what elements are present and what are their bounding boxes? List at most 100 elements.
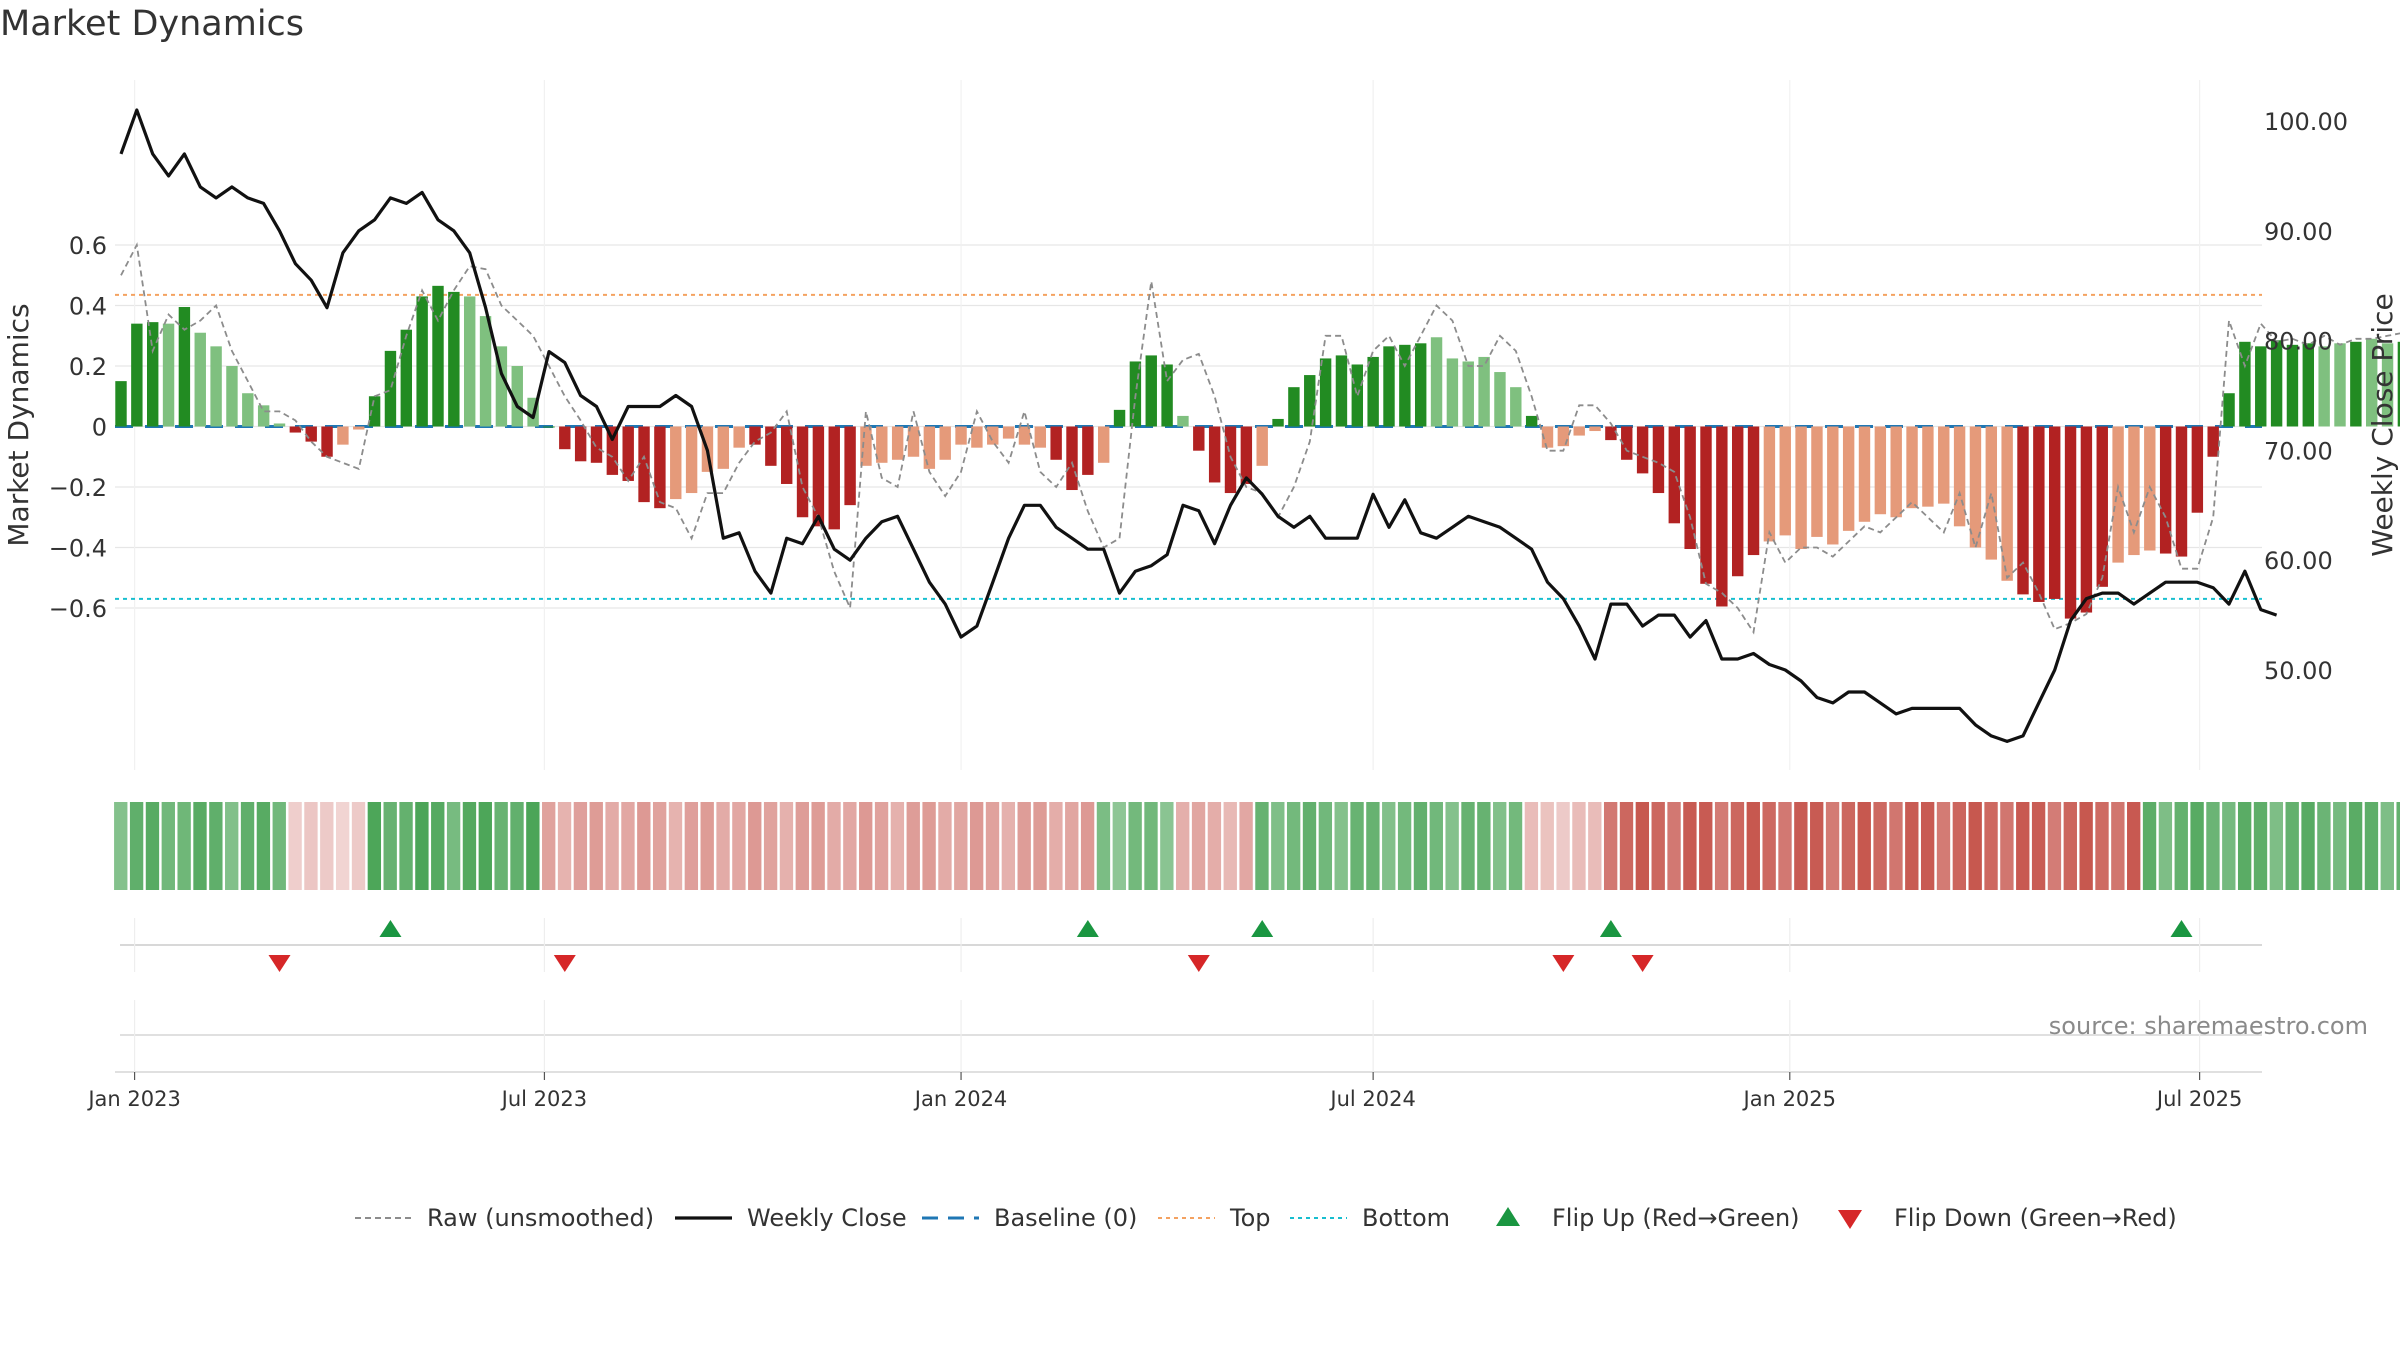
dynamics-bar: [1446, 358, 1459, 427]
dynamics-bar: [765, 426, 777, 466]
regime-cell: [969, 802, 984, 890]
regime-cell: [288, 802, 302, 890]
dynamics-bar: [1399, 344, 1411, 427]
regime-cell: [874, 802, 889, 890]
y-axis-label: Market Dynamics: [2, 303, 35, 546]
dynamics-bar: [654, 426, 666, 509]
dynamics-bar: [717, 426, 730, 469]
legend-item: Flip Down (Green→Red): [1838, 1204, 2177, 1232]
regime-cell: [2079, 802, 2093, 890]
regime-cell: [2222, 802, 2236, 890]
dynamics-bar: [289, 426, 302, 433]
regime-cell: [1603, 802, 1618, 890]
regime-cell: [1905, 802, 1919, 890]
dynamics-bar: [1034, 426, 1047, 448]
dynamics-bar: [780, 426, 793, 484]
regime-cell: [843, 802, 857, 890]
dynamics-bar: [162, 323, 175, 427]
regime-cell: [1477, 802, 1491, 890]
regime-cell: [1524, 802, 1539, 890]
regime-cell: [399, 802, 413, 890]
raw-unsmoothed-line: [120, 242, 2400, 635]
dynamics-bar: [2286, 344, 2299, 427]
dynamics-bar: [1161, 364, 1173, 427]
flip-up-marker: [379, 920, 402, 937]
dynamics-bar: [2064, 426, 2077, 619]
regime-cell: [557, 802, 572, 890]
dynamics-bar: [812, 426, 825, 527]
regime-cell: [1572, 802, 1586, 890]
regime-cell: [922, 802, 936, 890]
dynamics-bar: [495, 346, 508, 427]
regime-cell: [890, 802, 905, 890]
dynamics-bar: [1208, 426, 1221, 483]
dynamics-bar: [2175, 426, 2188, 557]
regime-cell: [240, 802, 255, 890]
dynamics-bar: [844, 426, 856, 506]
dynamics-bar: [210, 346, 222, 427]
regime-cell: [209, 802, 223, 890]
regime-cell: [1936, 802, 1951, 890]
regime-cell: [415, 802, 429, 890]
right-axis-ticks: 100.00 90.00 80.00 70.00 60.00 50.00: [2264, 108, 2348, 685]
dynamics-bar: [337, 426, 349, 445]
regime-cell: [811, 802, 825, 890]
regime-cell: [272, 802, 286, 890]
regime-cell: [1350, 802, 1364, 890]
regime-cell: [2206, 802, 2220, 890]
regime-cell: [763, 802, 778, 890]
flip-up-marker: [2170, 920, 2193, 937]
dynamics-bar: [448, 291, 460, 427]
regime-cell: [351, 802, 366, 890]
regime-cell: [621, 802, 635, 890]
x-tick-label: Jul 2023: [500, 1087, 587, 1111]
dynamics-bar: [368, 396, 381, 427]
dynamics-bar: [1795, 426, 1807, 550]
regime-cell: [1128, 802, 1142, 890]
y-tick-label: −0.6: [49, 595, 107, 623]
regime-cell: [1223, 802, 1237, 890]
legend-item: Bottom: [1290, 1204, 1450, 1232]
regime-cell: [1778, 802, 1792, 890]
dynamics-bar: [1906, 426, 1918, 509]
regime-cell: [1825, 802, 1840, 890]
dynamics-bar: [1082, 426, 1094, 475]
regime-cell: [1619, 802, 1634, 890]
legend-label: Baseline (0): [994, 1204, 1137, 1232]
legend-item: Top: [1158, 1204, 1271, 1232]
y-tick-label: −0.4: [49, 535, 107, 563]
regime-cell: [700, 802, 714, 890]
regime-cell: [526, 802, 540, 890]
dynamics-bar: [559, 426, 571, 450]
dynamics-bar: [2334, 343, 2346, 427]
regime-cell: [114, 802, 128, 890]
flip-down-marker: [553, 955, 576, 972]
dynamics-bar: [1494, 372, 1506, 427]
y-tick-label: 0: [92, 414, 107, 442]
x-tick-label: Jul 2025: [2155, 1087, 2242, 1111]
dynamics-bar: [1589, 426, 1601, 432]
dynamics-bar: [1113, 409, 1126, 427]
legend-label: Flip Up (Red→Green): [1552, 1204, 1800, 1232]
dynamics-bar: [479, 316, 492, 427]
regime-cell: [1540, 802, 1554, 890]
y-tick-label: 0.6: [69, 232, 107, 260]
dynamics-bar: [1621, 426, 1633, 460]
dynamics-bar: [907, 426, 920, 457]
legend-label: Flip Down (Green→Red): [1894, 1204, 2177, 1232]
regime-cell: [2047, 802, 2062, 890]
dynamics-bar: [353, 426, 365, 430]
regime-cell: [1968, 802, 1982, 890]
regime-cell: [1286, 802, 1301, 890]
regime-cell: [1762, 802, 1776, 890]
regime-cell: [954, 802, 968, 890]
dynamics-bar: [543, 426, 555, 428]
dynamics-bar: [1256, 426, 1268, 466]
chart-title: Market Dynamics: [0, 4, 305, 44]
dynamics-bar: [923, 426, 936, 469]
dynamics-bar: [1874, 426, 1887, 515]
y-tick-label: −0.2: [49, 474, 107, 502]
regime-cell: [1271, 802, 1285, 890]
dynamics-bar: [1367, 356, 1379, 427]
regime-cell: [2364, 802, 2379, 890]
